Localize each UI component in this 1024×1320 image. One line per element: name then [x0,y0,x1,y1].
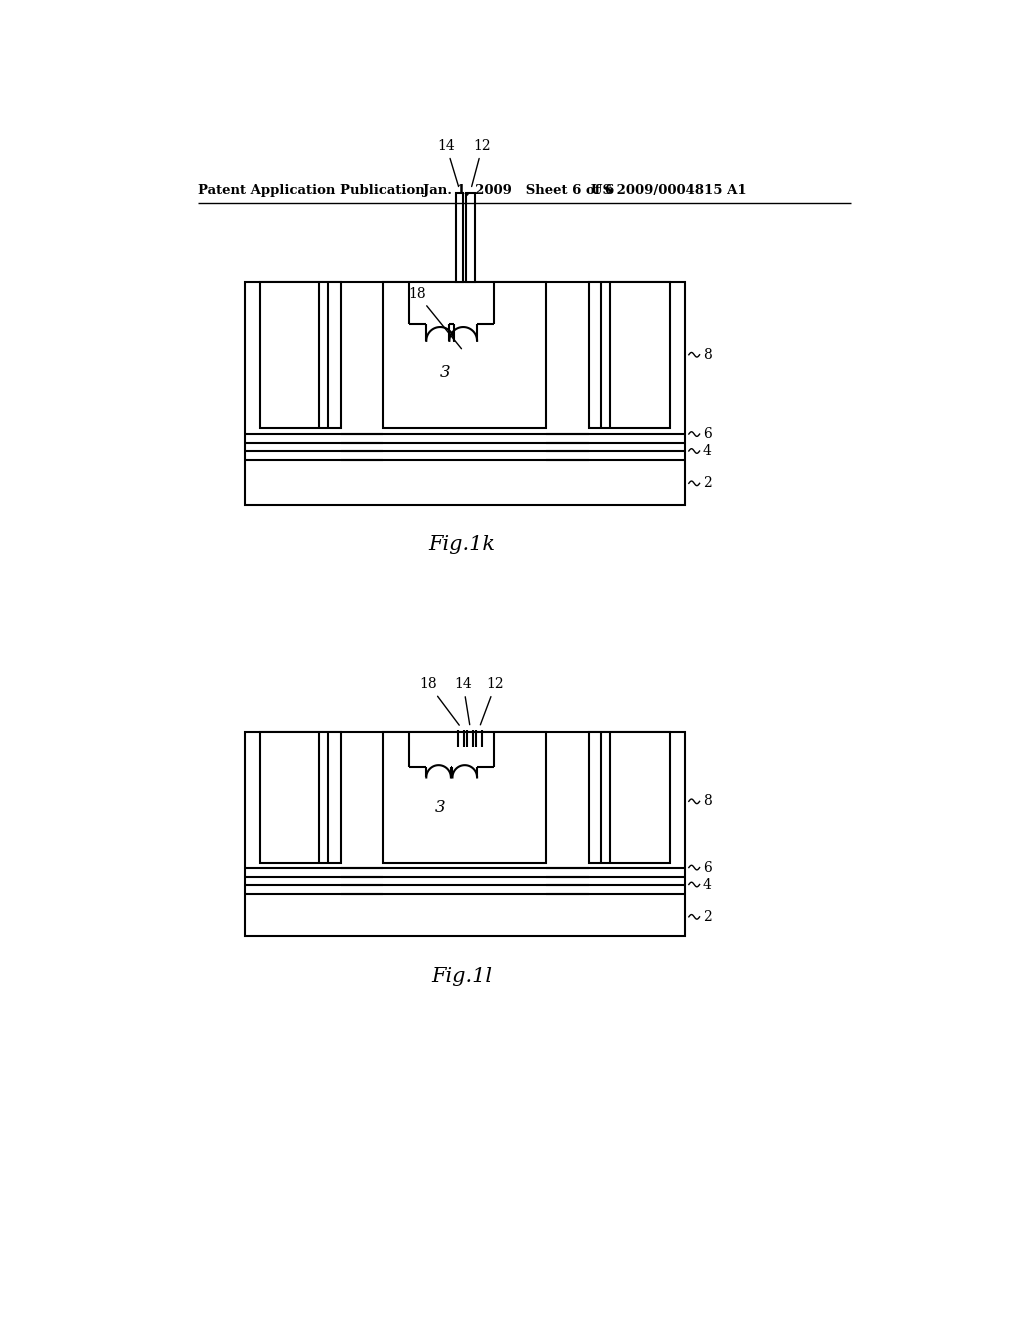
Text: 4: 4 [702,444,712,458]
Text: 3: 3 [435,800,445,817]
Bar [260,733,341,863]
Bar [383,281,547,428]
Bar [245,281,685,506]
Text: 14: 14 [455,677,472,725]
Text: 6: 6 [702,861,712,875]
Text: 2: 2 [702,909,712,924]
Bar [456,193,463,281]
Text: 4: 4 [702,878,712,891]
Text: 12: 12 [472,139,492,186]
Text: Fig.1k: Fig.1k [428,536,496,554]
Text: Patent Application Publication: Patent Application Publication [199,185,425,197]
Text: 8: 8 [702,347,712,362]
Bar [245,733,685,936]
Text: US 2009/0004815 A1: US 2009/0004815 A1 [591,185,746,197]
Bar [260,281,341,428]
Text: 18: 18 [409,286,462,348]
Text: 18: 18 [420,677,459,725]
Text: 2: 2 [702,477,712,490]
Bar [589,281,670,428]
Text: 8: 8 [702,795,712,808]
Text: 12: 12 [480,677,505,725]
Bar [383,733,547,863]
Text: Jan. 1, 2009   Sheet 6 of 6: Jan. 1, 2009 Sheet 6 of 6 [423,185,614,197]
Bar [466,193,475,281]
Bar [589,733,670,863]
Text: 6: 6 [702,428,712,441]
Text: Fig.1l: Fig.1l [431,966,493,986]
Text: 14: 14 [437,139,459,186]
Text: 3: 3 [440,364,451,380]
